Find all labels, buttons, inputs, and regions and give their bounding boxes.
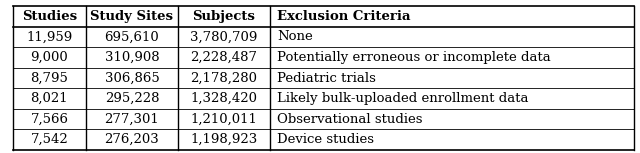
Text: 276,203: 276,203	[104, 133, 159, 146]
Text: Potentially erroneous or incomplete data: Potentially erroneous or incomplete data	[278, 51, 551, 64]
Text: Device studies: Device studies	[278, 133, 374, 146]
Text: 306,865: 306,865	[104, 72, 159, 84]
Text: Observational studies: Observational studies	[278, 113, 423, 126]
Text: 11,959: 11,959	[26, 30, 72, 43]
Text: 8,021: 8,021	[31, 92, 68, 105]
Text: 7,566: 7,566	[31, 113, 68, 126]
Text: Studies: Studies	[22, 10, 77, 23]
Text: 2,228,487: 2,228,487	[190, 51, 257, 64]
Text: Exclusion Criteria: Exclusion Criteria	[278, 10, 411, 23]
Text: 295,228: 295,228	[105, 92, 159, 105]
Text: 1,210,011: 1,210,011	[191, 113, 257, 126]
Text: Study Sites: Study Sites	[90, 10, 173, 23]
Text: 1,198,923: 1,198,923	[190, 133, 257, 146]
Text: 7,542: 7,542	[31, 133, 68, 146]
Text: None: None	[278, 30, 313, 43]
Text: 310,908: 310,908	[105, 51, 159, 64]
Text: Subjects: Subjects	[193, 10, 255, 23]
Text: 9,000: 9,000	[31, 51, 68, 64]
Text: Pediatric trials: Pediatric trials	[278, 72, 376, 84]
Text: 8,795: 8,795	[31, 72, 68, 84]
Text: 1,328,420: 1,328,420	[190, 92, 257, 105]
Text: 695,610: 695,610	[104, 30, 159, 43]
Text: 277,301: 277,301	[104, 113, 159, 126]
Text: 3,780,709: 3,780,709	[190, 30, 257, 43]
Text: Likely bulk-uploaded enrollment data: Likely bulk-uploaded enrollment data	[278, 92, 529, 105]
Text: 2,178,280: 2,178,280	[190, 72, 257, 84]
